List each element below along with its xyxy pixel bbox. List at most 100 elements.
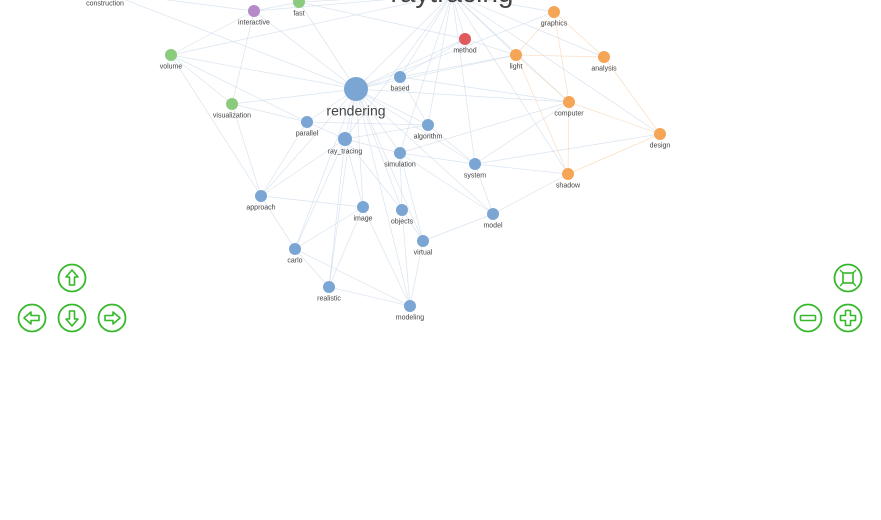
graph-edge bbox=[170, 0, 427, 56]
node-label: modeling bbox=[396, 315, 425, 322]
node-dot bbox=[323, 281, 335, 293]
node-label: objects bbox=[391, 219, 414, 226]
graph-node-based[interactable]: based bbox=[390, 71, 410, 93]
node-label: computer bbox=[554, 111, 584, 118]
graph-edge bbox=[474, 163, 494, 215]
graph-edge bbox=[399, 152, 424, 242]
node-dot bbox=[338, 132, 352, 146]
graph-edge bbox=[328, 88, 357, 288]
graph-node-image[interactable]: image bbox=[353, 201, 373, 223]
graph-node-rendering[interactable]: rendering bbox=[326, 77, 386, 119]
node-dot bbox=[598, 51, 610, 63]
graph-node-system[interactable]: system bbox=[464, 158, 486, 180]
pan-down-button[interactable] bbox=[57, 303, 87, 333]
pan-right-button[interactable] bbox=[97, 303, 127, 333]
graph-edge bbox=[344, 138, 364, 208]
graph-node-modeling[interactable]: modeling bbox=[396, 300, 425, 322]
graph-node-shadow[interactable]: shadow bbox=[556, 168, 581, 190]
graph-edge bbox=[401, 209, 411, 307]
graph-edge bbox=[452, 0, 476, 165]
graph-node-computer[interactable]: computer bbox=[554, 96, 584, 118]
graph-edge bbox=[294, 248, 411, 307]
arrow-down-icon bbox=[57, 303, 87, 333]
graph-node-analysis[interactable]: analysis bbox=[591, 51, 617, 73]
graph-edge bbox=[344, 0, 449, 140]
graph-edge bbox=[567, 101, 570, 175]
graph-edge bbox=[260, 195, 364, 208]
node-label: graphics bbox=[541, 21, 568, 28]
zoom-fit-button[interactable] bbox=[833, 263, 863, 293]
graph-node-parallel[interactable]: parallel bbox=[296, 116, 319, 138]
graph-node-approach[interactable]: approach bbox=[246, 190, 276, 212]
node-dot bbox=[255, 190, 267, 202]
graph-edge bbox=[298, 0, 344, 3]
graph-edge bbox=[355, 38, 466, 90]
graph-edge bbox=[355, 88, 570, 103]
node-label: rendering bbox=[326, 103, 385, 119]
graph-node-objects[interactable]: objects bbox=[391, 204, 414, 226]
graph-edge bbox=[409, 240, 424, 307]
graph-node-light[interactable]: light bbox=[510, 49, 523, 71]
graph-node-model[interactable]: model bbox=[483, 208, 503, 230]
graph-node-simulation[interactable]: simulation bbox=[384, 147, 416, 169]
graph-node-carlo[interactable]: carlo bbox=[287, 243, 303, 265]
graph-node-interactive[interactable]: interactive bbox=[238, 5, 270, 27]
node-dot bbox=[654, 128, 666, 140]
node-dot bbox=[404, 300, 416, 312]
graph-edge bbox=[328, 138, 346, 288]
graph-node-graphics[interactable]: graphics bbox=[541, 6, 568, 28]
zoom-out-button[interactable] bbox=[793, 303, 823, 333]
node-dot bbox=[394, 147, 406, 159]
node-label: fast bbox=[293, 11, 304, 18]
node-label: analysis bbox=[591, 66, 617, 73]
node-label: simulation bbox=[384, 162, 416, 169]
node-dot bbox=[459, 33, 471, 45]
node-dot bbox=[417, 235, 429, 247]
zoom-in-button[interactable] bbox=[833, 303, 863, 333]
graph-edge bbox=[294, 248, 330, 288]
graph-edge bbox=[298, 1, 466, 40]
graph-node-virtual[interactable]: virtual bbox=[414, 235, 433, 257]
graph-edge bbox=[124, 0, 357, 90]
graph-node-ray-tracing[interactable]: ray_tracing bbox=[328, 132, 363, 156]
graph-edge bbox=[515, 54, 569, 175]
node-dot bbox=[510, 49, 522, 61]
graph-edge bbox=[355, 88, 364, 208]
node-label: virtual bbox=[414, 250, 433, 257]
graph-node-fast[interactable]: fast bbox=[293, 0, 305, 18]
graph-edge bbox=[344, 138, 403, 211]
graph-edge bbox=[170, 54, 262, 197]
graph-edge bbox=[260, 88, 357, 197]
graph-node-algorithm[interactable]: algorithm bbox=[414, 119, 443, 141]
graph-edge bbox=[399, 76, 570, 103]
graph-edge bbox=[260, 121, 308, 197]
graph-node-construction[interactable]: construction bbox=[86, 0, 124, 8]
graph-edge bbox=[427, 124, 476, 165]
graph-edges bbox=[124, 0, 661, 307]
graph-node-visualization[interactable]: visualization bbox=[213, 98, 251, 120]
graph-edge bbox=[328, 286, 411, 307]
graph-edge bbox=[355, 88, 401, 154]
graph-edge bbox=[231, 103, 262, 197]
graph-edge bbox=[568, 101, 661, 135]
node-dot bbox=[469, 158, 481, 170]
graph-edge bbox=[355, 88, 476, 165]
graph-node-design[interactable]: design bbox=[650, 128, 671, 150]
graph-edge bbox=[298, 1, 357, 90]
graph-edge bbox=[170, 10, 255, 56]
graph-nodes: raytracing construction interactive fast gra… bbox=[86, 0, 670, 322]
node-label: shadow bbox=[556, 183, 581, 190]
node-label: approach bbox=[246, 205, 275, 212]
node-dot bbox=[344, 77, 368, 101]
graph-node-raytracing[interactable]: raytracing bbox=[391, 0, 514, 8]
graph-edge bbox=[355, 88, 411, 307]
graph-node-method[interactable]: method bbox=[453, 33, 477, 55]
graph-node-volume[interactable]: volume bbox=[160, 49, 183, 71]
graph-edge bbox=[355, 88, 424, 242]
pan-left-button[interactable] bbox=[17, 303, 47, 333]
graph-node-realistic[interactable]: realistic bbox=[317, 281, 341, 303]
graph-edge bbox=[355, 88, 403, 211]
pan-up-button[interactable] bbox=[57, 263, 87, 293]
node-label: carlo bbox=[287, 258, 302, 265]
